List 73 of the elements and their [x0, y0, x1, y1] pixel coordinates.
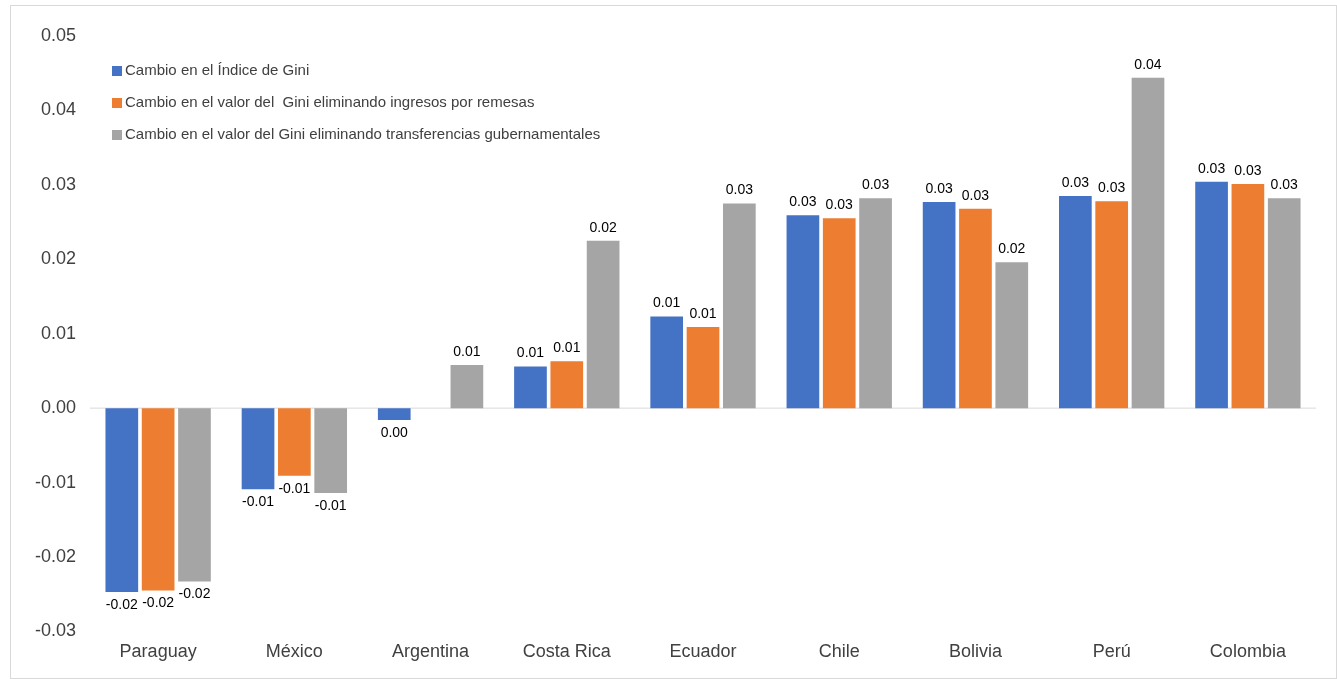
- data-label: 0.03: [825, 196, 854, 213]
- bar: [686, 327, 720, 409]
- bar: [1195, 181, 1228, 409]
- bar: [650, 316, 684, 409]
- data-label: 0.03: [725, 181, 754, 198]
- data-label: -0.01: [242, 493, 275, 510]
- bar: [922, 201, 956, 409]
- data-label: 0.01: [516, 344, 545, 361]
- data-label: -0.01: [278, 479, 311, 496]
- bar: [786, 215, 820, 409]
- x-tick-label: México: [265, 641, 323, 662]
- bar: [141, 408, 175, 591]
- bar: [514, 366, 547, 409]
- y-tick-label: -0.01: [35, 471, 77, 492]
- bar: [822, 218, 856, 409]
- data-label: 0.03: [1270, 176, 1299, 193]
- x-tick-label: Bolivia: [948, 641, 1003, 662]
- x-tick-label: Ecuador: [669, 641, 737, 662]
- data-label: 0.03: [925, 179, 953, 196]
- x-tick-label: Costa Rica: [522, 641, 612, 662]
- bar: [450, 364, 484, 409]
- legend-label: Cambio en el valor del Gini eliminando transferencias gubernamentales: [125, 125, 601, 143]
- bar: [105, 408, 139, 592]
- bar: [377, 408, 411, 421]
- bar: [550, 361, 584, 409]
- data-label: 0.03: [961, 186, 990, 203]
- bar: [722, 203, 756, 409]
- bar: [859, 198, 892, 409]
- legend-label: Cambio en el Índice de Gini: [125, 61, 310, 79]
- x-tick-label: Argentina: [392, 641, 471, 662]
- data-label: 0.01: [453, 342, 481, 359]
- bar: [586, 240, 620, 409]
- bar: [241, 408, 275, 490]
- bar: [1231, 184, 1265, 409]
- bar: [1131, 77, 1165, 409]
- data-label: 0.03: [1098, 179, 1126, 196]
- y-tick-label: 0.05: [40, 24, 77, 45]
- data-label: -0.01: [314, 496, 347, 513]
- data-label: 0.03: [1234, 161, 1262, 178]
- x-tick-label: Chile: [818, 641, 860, 662]
- data-label: -0.02: [105, 595, 138, 612]
- legend-label: Cambio en el valor del Gini eliminando ingresos por remesas: [125, 93, 535, 111]
- bar: [959, 208, 992, 409]
- bar: [1095, 201, 1129, 409]
- x-tick-label: Perú: [1092, 641, 1131, 662]
- y-tick-label: 0.01: [40, 322, 77, 343]
- y-tick-label: -0.02: [35, 545, 77, 566]
- y-tick-label: 0.00: [40, 397, 77, 418]
- x-tick-label: Colombia: [1209, 641, 1287, 662]
- data-label: 0.04: [1134, 55, 1162, 72]
- data-label: -0.02: [178, 585, 211, 602]
- data-label: 0.02: [589, 218, 617, 235]
- bar: [995, 262, 1029, 409]
- data-label: 0.01: [689, 304, 717, 321]
- data-label: 0.03: [789, 193, 817, 210]
- data-label: 0.00: [380, 423, 409, 440]
- bar: [314, 408, 348, 493]
- data-label: 0.03: [1061, 173, 1090, 190]
- y-tick-label: 0.03: [40, 173, 77, 194]
- data-label: 0.02: [998, 240, 1026, 257]
- bar: [1267, 198, 1301, 409]
- x-tick-label: Paraguay: [119, 641, 197, 662]
- bar: [1059, 196, 1092, 409]
- data-label: 0.03: [1197, 159, 1226, 176]
- y-tick-label: 0.02: [40, 248, 77, 269]
- bar: [178, 408, 211, 582]
- y-tick-label: 0.04: [40, 99, 77, 120]
- data-label: 0.03: [861, 176, 890, 193]
- data-label: 0.01: [553, 339, 581, 356]
- y-tick-label: -0.03: [35, 620, 77, 641]
- data-label: -0.02: [142, 594, 175, 611]
- data-label: 0.01: [653, 294, 681, 311]
- bar: [278, 408, 311, 476]
